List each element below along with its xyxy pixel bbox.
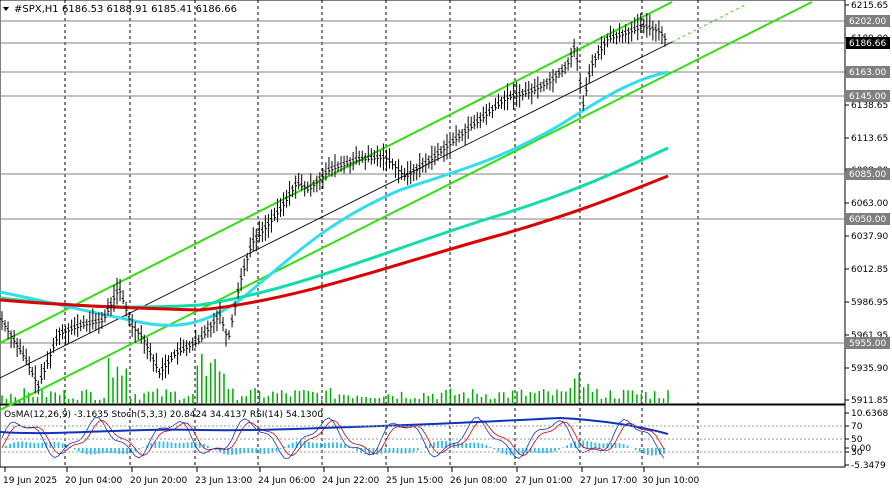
price-tick-label: 6012.85 [851,265,888,275]
level-label: 5955.00 [849,339,886,349]
channel-mid-line [0,41,673,379]
time-tick-label: 25 Jun 15:00 [386,476,443,486]
symbol-label: #SPX,H1 [14,4,59,15]
indicator-tick-label: 10.6368 [851,409,888,419]
price-tick-label: 5961.95 [851,331,888,341]
indicator-tick-label: 70 [851,422,863,432]
price-tick-label: 5911.85 [851,396,888,406]
time-tick-label: 24 Jun 22:00 [322,476,379,486]
time-tick-label: 27 Jun 01:00 [515,476,572,486]
time-tick-label: 23 Jun 13:00 [195,476,252,486]
level-label-bg [846,168,890,180]
time-tick-label: 26 Jun 08:00 [450,476,507,486]
time-tick-label: 19 Jun 2025 [3,476,57,486]
indicator-tick-label: 50 [851,435,863,445]
time-tick-label: 20 Jun 04:00 [65,476,122,486]
ema-fast-line [0,70,669,327]
level-label: 6085.00 [849,170,886,180]
price-tick-label: 5986.95 [851,298,888,308]
volume-bars [1,353,669,403]
level-label-bg [846,213,890,225]
level-label-bg [846,37,890,49]
indicator-legend: OsMA(12,26,9) -3.1635 Stoch(5,3,3) 20.84… [4,410,323,420]
price-bars [0,13,667,395]
price-tick-label: 6138.65 [851,101,888,111]
level-label-bg [846,337,890,349]
level-label-bg [846,66,890,78]
stoch-main-line [1,417,665,459]
indicator-tick-label: -5.3479 [851,461,886,471]
time-tick-label: 30 Jun 10:00 [642,476,699,486]
time-tick-label: 27 Jun 17:00 [580,476,637,486]
level-label-bg [846,15,890,27]
price-tick-label: 6113.65 [851,134,888,144]
level-label: 6202.00 [849,17,886,27]
level-label-bg [846,90,890,102]
indicator-tick-label: 0.00 [851,444,871,454]
indicator-tick-label: 30 [851,448,863,458]
time-tick-label: 20 Jun 20:00 [130,476,187,486]
indicator-axis[interactable]: 10.6368 70 50 300.00 -5.3479 [0,409,888,471]
level-label: 6186.66 [849,39,886,49]
rsi-line [0,416,669,435]
price-tick-label: 6037.90 [851,232,888,242]
ohlc-values: 6186.53 6188.91 6185.41 6186.66 [62,4,237,15]
ema-slow-line [0,174,669,312]
level-label: 6050.00 [849,215,886,225]
moving-averages [0,70,669,327]
time-axis[interactable]: 19 Jun 2025 20 Jun 04:00 20 Jun 20:00 23 Ju… [3,467,699,486]
level-label: 6163.00 [849,68,886,78]
channel-upper-line [0,1,673,344]
price-tick-label: 5935.90 [851,364,888,374]
price-tick-label: 6063.00 [851,199,888,209]
level-label: 6145.00 [849,92,886,102]
oscillator-lines [0,416,669,459]
chart-legend: #SPX,H1 6186.53 6188.91 6185.41 6186.66 [3,4,237,15]
channel-extension-line [671,4,746,43]
price-axis[interactable]: 6215.656189.006163.006138.656113.656088.… [845,1,890,406]
dropdown-triangle-icon[interactable] [3,7,9,11]
price-tick-label: 6215.65 [851,1,888,11]
time-tick-label: 24 Jun 06:00 [258,476,315,486]
